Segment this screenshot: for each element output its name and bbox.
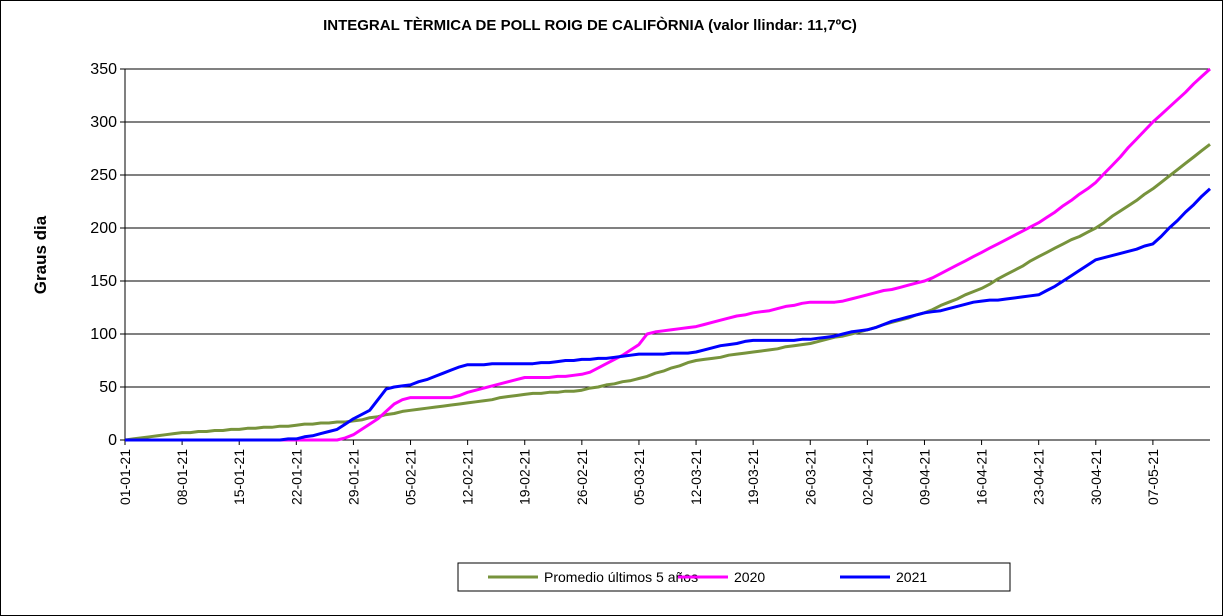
x-tick-label: 08-01-21 [174,449,190,505]
series-line [125,187,1212,442]
legend-label: Promedio últimos 5 años [544,569,698,585]
x-tick-label: 29-01-21 [345,449,361,505]
x-tick-label: 19-02-21 [517,449,533,505]
x-tick-label: 26-02-21 [574,449,590,505]
x-tick-label: 30-04-21 [1088,449,1104,505]
x-tick-label: 19-03-21 [745,449,761,505]
y-axis-label: Graus dia [31,215,50,294]
x-tick-label: 05-02-21 [403,449,419,505]
y-tick-label: 200 [90,220,117,237]
x-tick-label: 09-04-21 [916,449,932,505]
y-tick-label: 100 [90,326,117,343]
legend-label: 2021 [896,569,927,585]
legend-label: 2020 [734,569,765,585]
x-tick-label: 26-03-21 [802,449,818,505]
y-tick-label: 150 [90,273,117,290]
x-tick-label: 16-04-21 [974,449,990,505]
legend-box [457,562,1011,592]
y-tick-label: 50 [99,379,117,396]
chart-title: INTEGRAL TÈRMICA DE POLL ROIG DE CALIFÒR… [323,16,857,34]
x-tick-label: 15-01-21 [231,449,247,505]
y-tick-label: 250 [90,167,117,184]
series-line [124,143,1211,442]
y-tick-label: 350 [90,61,117,78]
x-tick-label: 07-05-21 [1145,449,1161,505]
y-tick-label: 0 [108,432,117,449]
series-line [125,67,1212,442]
y-tick-label: 300 [90,114,117,131]
x-tick-label: 22-01-21 [288,449,304,505]
x-tick-label: 23-04-21 [1031,449,1047,505]
x-tick-label: 01-01-21 [117,449,133,505]
x-tick-label: 12-02-21 [460,449,476,505]
x-tick-label: 02-04-21 [859,449,875,505]
x-tick-label: 05-03-21 [631,449,647,505]
x-tick-label: 12-03-21 [688,449,704,505]
